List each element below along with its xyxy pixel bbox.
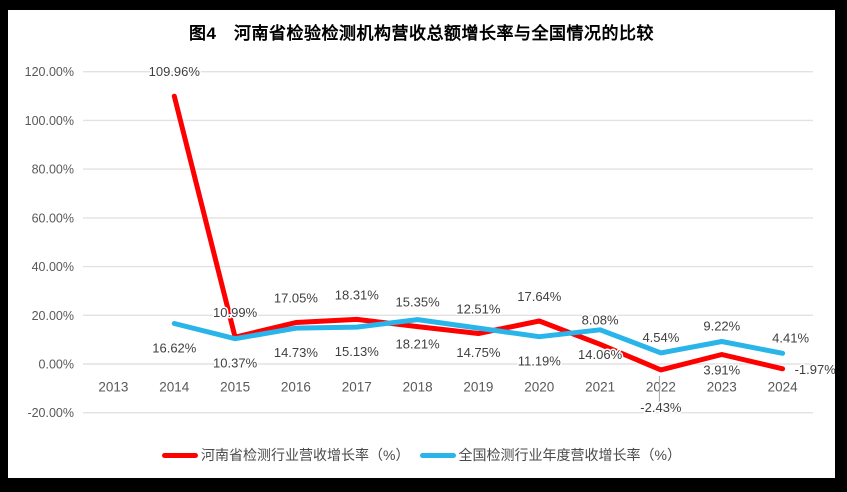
data-point-label: 17.64% bbox=[517, 289, 562, 304]
data-point-label: 15.13% bbox=[335, 344, 380, 359]
x-tick-label: 2024 bbox=[768, 380, 799, 395]
x-tick-label: 2021 bbox=[585, 380, 615, 395]
data-point-label: 18.21% bbox=[396, 337, 441, 352]
chart-legend: 河南省检测行业营收增长率（%） 全国检测行业年度营收增长率（%） bbox=[8, 445, 835, 465]
x-axis-category-labels: 2013 2014 2015 2016 2017 2018 2019 2020 2021 2022… bbox=[98, 380, 798, 395]
x-tick-label: 2016 bbox=[281, 380, 311, 395]
data-point-label: 3.91% bbox=[703, 363, 740, 378]
data-point-label: 4.54% bbox=[642, 330, 679, 345]
y-tick-label: 20.00% bbox=[32, 309, 74, 323]
x-tick-label: 2019 bbox=[463, 380, 493, 395]
y-tick-label: 120.00% bbox=[25, 65, 74, 79]
x-tick-label: 2015 bbox=[220, 380, 250, 395]
data-point-label: 10.37% bbox=[213, 356, 258, 371]
data-labels: 109.96% 10.99% 17.05% 18.31% 15.35% 12.51% 17.… bbox=[147, 63, 835, 417]
henan-series-swatch-icon bbox=[162, 452, 199, 458]
y-axis-tick-labels: 120.00% 100.00% 80.00% 60.00% 40.00% 20.00% 0.… bbox=[25, 65, 74, 420]
y-tick-label: 0.00% bbox=[39, 358, 74, 372]
data-point-label: -2.43% bbox=[640, 400, 682, 415]
data-point-label: 4.41% bbox=[772, 330, 809, 345]
y-tick-label: 80.00% bbox=[32, 163, 74, 177]
data-point-label: 11.19% bbox=[518, 354, 562, 369]
x-tick-label: 2020 bbox=[524, 380, 554, 395]
chart-title: 图4 河南省检验检测机构营收总额增长率与全国情况的比较 bbox=[189, 24, 654, 43]
data-point-label: 14.06% bbox=[578, 347, 623, 362]
national-series-line bbox=[171, 317, 786, 356]
data-point-label: -1.97% bbox=[795, 362, 835, 377]
henan-series-label: 河南省检测行业营收增长率（%） bbox=[201, 447, 410, 463]
data-point-label: 8.08% bbox=[582, 312, 619, 327]
data-point-label: 10.99% bbox=[213, 305, 258, 320]
y-tick-label: 40.00% bbox=[32, 260, 74, 274]
y-tick-label: -20.00% bbox=[27, 406, 74, 420]
x-tick-label: 2017 bbox=[342, 380, 372, 395]
data-point-label: 17.05% bbox=[274, 291, 319, 306]
chart-area: 图4 河南省检验检测机构营收总额增长率与全国情况的比较 120.00% 100.0… bbox=[8, 10, 835, 478]
x-tick-label: 2013 bbox=[98, 380, 128, 395]
y-tick-label: 100.00% bbox=[25, 114, 74, 128]
data-point-label: 14.73% bbox=[274, 345, 319, 360]
data-point-label: 9.22% bbox=[703, 319, 740, 334]
data-point-label: 15.35% bbox=[396, 295, 441, 310]
legend-item-henan: 河南省检测行业营收增长率（%） bbox=[162, 445, 410, 465]
x-tick-label: 2023 bbox=[707, 380, 737, 395]
data-point-label: 12.51% bbox=[456, 302, 501, 317]
line-chart-plot: 120.00% 100.00% 80.00% 60.00% 40.00% 20.00% 0.… bbox=[25, 63, 835, 421]
x-tick-label: 2014 bbox=[159, 380, 190, 395]
x-tick-label: 2022 bbox=[646, 380, 676, 395]
henan-series-line bbox=[171, 93, 786, 373]
national-series-label: 全国检测行业年度营收增长率（%） bbox=[458, 447, 681, 463]
data-point-label: 109.96% bbox=[149, 64, 201, 79]
legend-item-national: 全国检测行业年度营收增长率（%） bbox=[419, 445, 681, 465]
data-point-label: 14.75% bbox=[456, 345, 501, 360]
data-point-label: 18.31% bbox=[335, 287, 380, 302]
national-series-swatch-icon bbox=[419, 452, 456, 458]
data-point-label: 16.62% bbox=[152, 341, 197, 356]
x-tick-label: 2018 bbox=[403, 380, 433, 395]
y-tick-label: 60.00% bbox=[32, 211, 74, 225]
